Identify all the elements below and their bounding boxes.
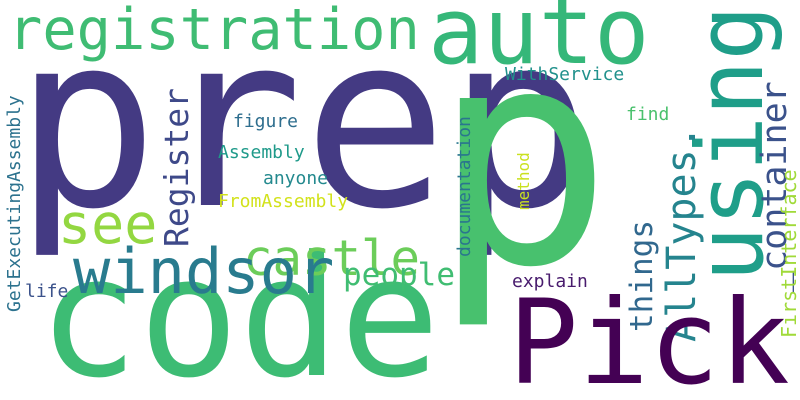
word: figure — [233, 111, 298, 132]
word: Assembly — [218, 142, 305, 163]
word: p — [432, 0, 613, 333]
word: FromAssembly — [218, 191, 348, 212]
word: prep — [14, 0, 592, 262]
word: windsor — [73, 235, 334, 308]
word: auto — [428, 0, 650, 85]
word: AllTypes. — [659, 125, 705, 342]
word: documentation — [454, 116, 475, 257]
word: Pick — [508, 274, 790, 400]
word: method — [514, 152, 533, 210]
word: see — [58, 192, 157, 256]
word: anyone — [263, 168, 328, 189]
word: registration — [8, 0, 420, 63]
word: explain — [512, 271, 588, 292]
word: FirstInterface — [777, 169, 800, 338]
word: people — [343, 257, 455, 293]
word: code — [38, 221, 440, 400]
word: Register — [157, 88, 196, 247]
word: life — [25, 281, 68, 302]
word: GetExecutingAssembly — [4, 95, 25, 312]
word: find — [626, 104, 669, 125]
word: WithService — [505, 64, 624, 85]
word: using — [677, 5, 784, 282]
word: things — [624, 220, 660, 332]
word: _container — [755, 81, 795, 292]
word: castle — [243, 230, 420, 287]
